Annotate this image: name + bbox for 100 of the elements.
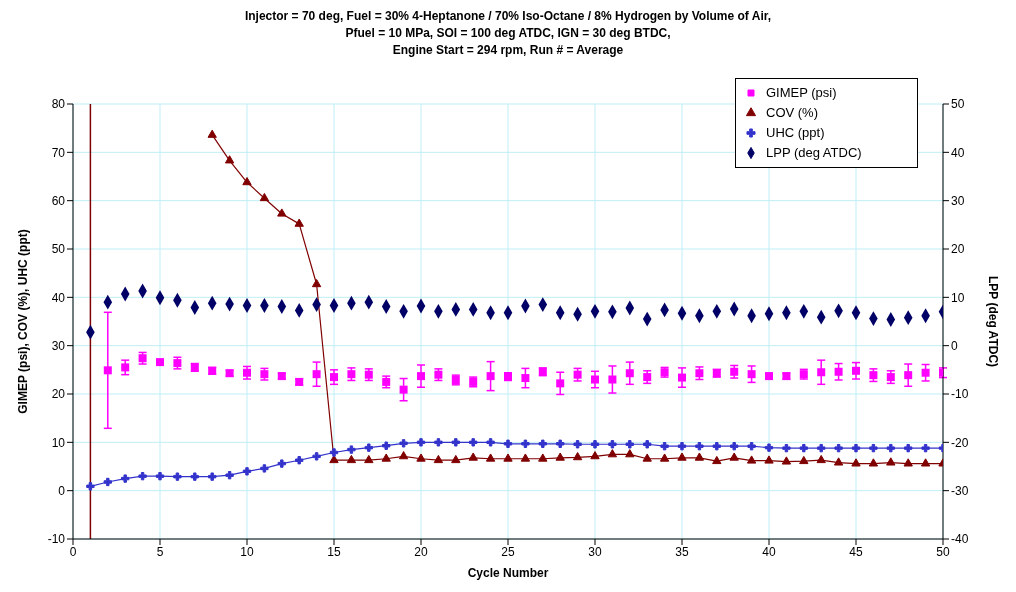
legend-label: COV (%) xyxy=(766,104,818,122)
y2-tick-label: 40 xyxy=(951,145,965,160)
y2-tick-label: 20 xyxy=(951,242,965,257)
point xyxy=(781,456,792,465)
point xyxy=(834,443,843,453)
point xyxy=(660,442,669,451)
point xyxy=(591,375,599,384)
point xyxy=(747,442,756,451)
point xyxy=(295,456,304,465)
point xyxy=(520,453,531,462)
y-tick-label: 20 xyxy=(51,387,66,402)
point xyxy=(242,467,252,476)
point xyxy=(121,363,130,372)
point xyxy=(643,440,652,449)
point xyxy=(799,443,808,453)
point xyxy=(677,442,687,451)
point xyxy=(416,453,426,462)
point xyxy=(573,440,582,449)
point xyxy=(469,438,478,447)
point xyxy=(312,370,321,379)
point xyxy=(433,454,444,464)
point xyxy=(712,455,722,465)
point xyxy=(852,366,860,375)
point xyxy=(451,438,460,447)
point xyxy=(277,459,286,468)
point xyxy=(434,438,443,447)
point xyxy=(782,443,791,453)
point xyxy=(608,440,617,449)
y2-tick-label: -30 xyxy=(951,483,969,498)
point xyxy=(886,443,895,453)
point xyxy=(694,452,705,461)
point xyxy=(312,452,321,461)
point xyxy=(259,192,270,202)
point xyxy=(416,438,426,447)
point xyxy=(921,368,930,377)
point xyxy=(329,448,339,457)
point xyxy=(451,454,461,464)
point xyxy=(747,370,756,379)
point xyxy=(173,472,182,481)
point xyxy=(625,369,634,378)
point xyxy=(382,441,391,450)
x-tick-label: 40 xyxy=(762,544,776,559)
point xyxy=(799,455,809,465)
point xyxy=(904,443,913,453)
legend-label: UHC (ppt) xyxy=(766,124,825,142)
point xyxy=(677,452,687,461)
point xyxy=(103,366,112,375)
point xyxy=(503,453,513,462)
point xyxy=(625,440,634,449)
y2-axis-title: LPP (deg ATDC) xyxy=(985,275,1000,368)
point xyxy=(556,439,565,448)
point xyxy=(207,129,217,138)
y-axis-title: GIMEP (psi), COV (%), UHC (ppt) xyxy=(16,229,31,414)
point xyxy=(399,385,408,394)
x-tick-label: 25 xyxy=(501,544,515,559)
y2-tick-label: -10 xyxy=(951,387,969,402)
point xyxy=(346,454,357,464)
y2-tick-label: 0 xyxy=(951,338,958,353)
point xyxy=(538,453,548,462)
point xyxy=(521,374,530,383)
point xyxy=(920,458,931,467)
y2-tick-label: 50 xyxy=(951,97,965,112)
point xyxy=(311,278,322,288)
y2-tick-label: -20 xyxy=(951,435,969,450)
point xyxy=(486,438,495,447)
point xyxy=(347,445,356,454)
x-tick-label: 45 xyxy=(849,544,863,559)
point xyxy=(138,471,147,481)
point xyxy=(903,458,913,467)
point xyxy=(121,474,130,483)
point xyxy=(521,439,530,448)
point xyxy=(538,439,547,448)
point xyxy=(608,375,617,384)
point xyxy=(904,371,913,380)
point xyxy=(590,451,600,460)
y-tick-label: 40 xyxy=(51,290,66,305)
y-tick-label: 0 xyxy=(58,483,66,498)
point xyxy=(225,471,234,480)
point xyxy=(642,453,652,462)
y2-tick-label: -40 xyxy=(951,532,969,547)
point xyxy=(764,455,774,464)
point xyxy=(625,449,635,458)
point xyxy=(556,379,565,388)
point xyxy=(103,477,112,487)
point xyxy=(86,482,95,491)
point xyxy=(468,452,478,461)
point xyxy=(764,443,774,452)
point xyxy=(746,455,757,464)
point xyxy=(364,443,373,452)
point xyxy=(364,454,374,464)
y-tick-label: 80 xyxy=(51,97,66,112)
point xyxy=(659,453,670,462)
point xyxy=(816,454,826,464)
point xyxy=(868,458,879,467)
point xyxy=(330,373,338,382)
point xyxy=(869,443,878,453)
point xyxy=(817,368,826,377)
y2-tick-label: 10 xyxy=(951,290,965,305)
point xyxy=(834,367,843,376)
point xyxy=(486,372,495,381)
